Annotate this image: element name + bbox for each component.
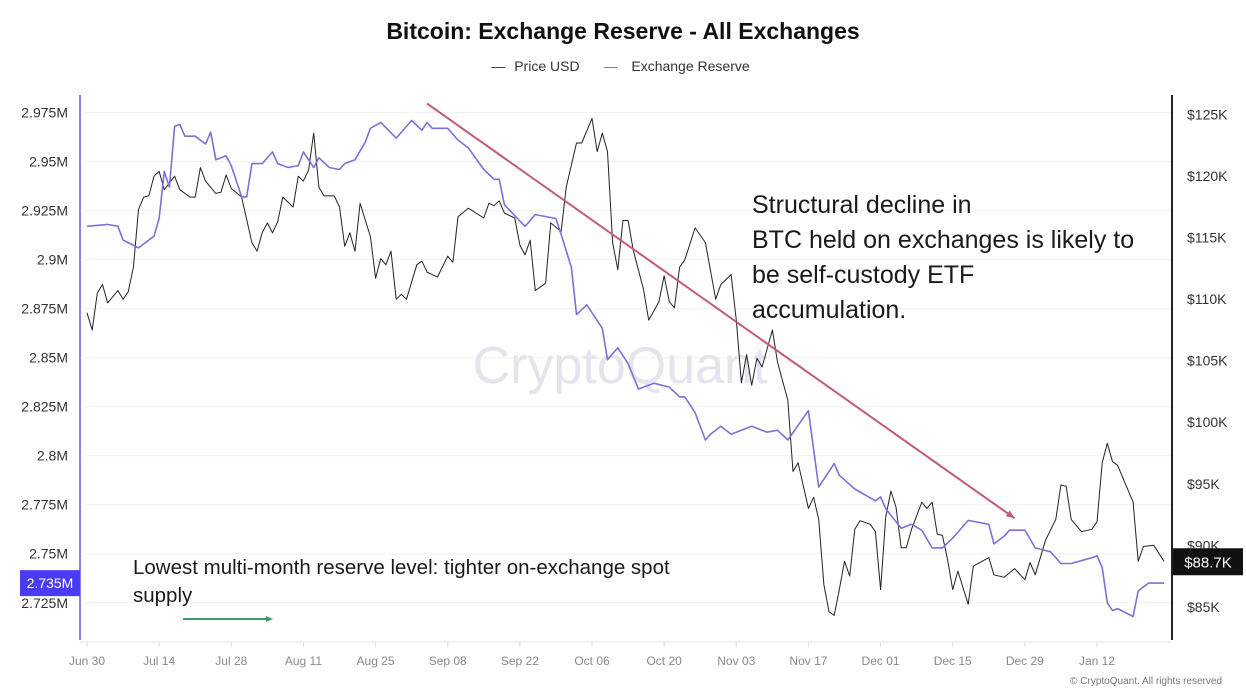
watermark: CryptoQuant <box>473 337 768 395</box>
y-right-tick-label: $95K <box>1187 476 1220 492</box>
y-left-tick-label: 2.9M <box>37 252 68 268</box>
y-right-tick-label: $110K <box>1187 291 1227 307</box>
left-current-value: 2.735M <box>27 575 74 591</box>
y-left-tick-label: 2.875M <box>21 301 68 317</box>
reserve-annotation: Lowest multi-month reserve level: tighte… <box>133 556 670 607</box>
y-left-tick-label: 2.725M <box>21 595 68 611</box>
exchange-reserve-line <box>86 119 1164 618</box>
y-left-tick-label: 2.775M <box>21 497 68 513</box>
x-tick-label: Dec 29 <box>1006 654 1044 668</box>
legend-label-price: Price USD <box>514 58 580 74</box>
y-left-tick-label: 2.825M <box>21 399 68 415</box>
x-tick-label: Dec 01 <box>862 654 900 668</box>
trend-annotation: Structural decline in BTC held on exchan… <box>752 191 1135 324</box>
y-right-tick-label: $115K <box>1187 230 1227 246</box>
y-right-tick-label: $125K <box>1187 107 1228 123</box>
y-left-tick-label: 2.95M <box>29 154 68 170</box>
y-right-tick-label: $85K <box>1187 599 1220 615</box>
x-tick-label: Jun 30 <box>69 654 105 668</box>
legend: — Price USD — Exchange Reserve <box>0 58 1246 74</box>
x-tick-label: Sep 08 <box>429 654 467 668</box>
right-current-badge <box>1173 548 1243 576</box>
trend-arrowhead-icon <box>1005 510 1015 519</box>
chart-title: Bitcoin: Exchange Reserve - All Exchange… <box>386 18 860 44</box>
legend-item-price[interactable]: — Price USD <box>491 58 580 74</box>
y-left-tick-label: 2.925M <box>21 203 68 219</box>
x-tick-label: Oct 06 <box>574 654 610 668</box>
x-tick-label: Sep 22 <box>501 654 539 668</box>
x-tick-label: Nov 17 <box>789 654 827 668</box>
y-right-tick-label: $105K <box>1187 353 1228 369</box>
note-arrowhead-icon <box>266 616 273 622</box>
x-tick-label: Aug 11 <box>285 654 322 668</box>
legend-item-reserve[interactable]: — Exchange Reserve <box>603 58 750 74</box>
x-tick-label: Jul 14 <box>143 654 175 668</box>
x-tick-label: Jul 28 <box>215 654 247 668</box>
x-tick-label: Dec 15 <box>934 654 972 668</box>
price-usd-line <box>86 117 1165 616</box>
y-right-tick-label: $100K <box>1187 414 1228 430</box>
left-current-badge <box>20 570 80 597</box>
trend-arrow <box>426 102 1016 520</box>
x-tick-label: Aug 25 <box>357 654 395 668</box>
x-tick-label: Nov 03 <box>717 654 755 668</box>
y-left-tick-label: 2.8M <box>37 448 68 464</box>
right-current-value: $88.7K <box>1184 554 1232 571</box>
copyright: © CryptoQuant. All rights reserved <box>1070 676 1222 687</box>
y-left-tick-label: 2.85M <box>29 350 68 366</box>
y-left-tick-label: 2.75M <box>29 546 68 562</box>
y-right-tick-label: $120K <box>1187 168 1228 184</box>
legend-label-reserve: Exchange Reserve <box>631 58 750 74</box>
x-tick-label: Oct 20 <box>646 654 682 668</box>
x-tick-label: Jan 12 <box>1079 654 1115 668</box>
y-left-tick-label: 2.975M <box>21 105 68 121</box>
